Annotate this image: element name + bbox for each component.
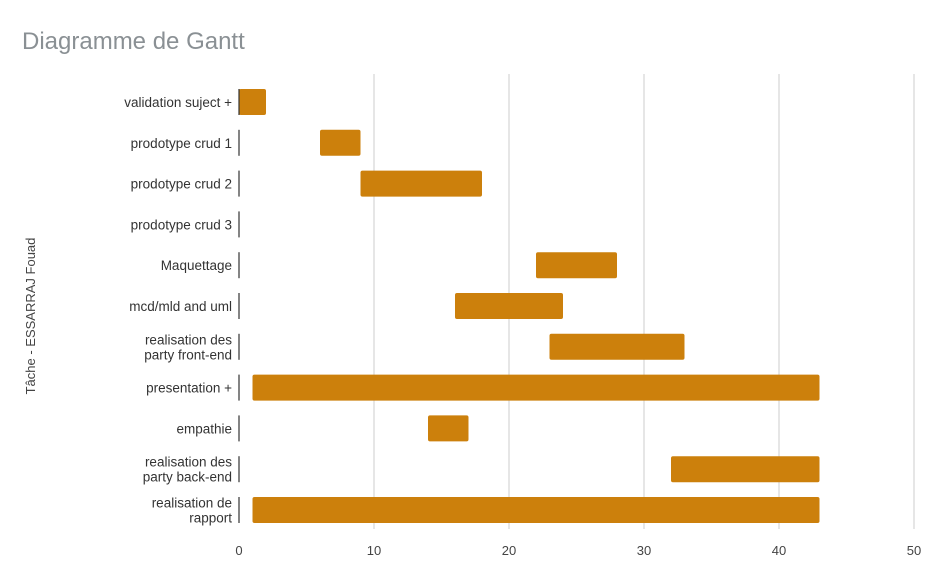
task-label: realisation des party back-end [143, 455, 233, 485]
task-label: prodotype crud 2 [131, 177, 232, 192]
task-bar [252, 497, 820, 523]
x-tick-label: 10 [367, 543, 381, 558]
y-axis-label: Tâche - ESSARRAJ Fouad [23, 238, 38, 395]
x-axis-ticks: 0 10 20 30 40 50 [235, 543, 921, 558]
task-label: prodotype crud 1 [131, 136, 232, 151]
x-tick-label: 50 [907, 543, 921, 558]
task-label: realisation des party front-end [144, 332, 232, 362]
chart-title: Diagramme de Gantt [22, 28, 245, 55]
task-bar [252, 374, 820, 401]
x-tick-label: 40 [772, 543, 786, 558]
x-tick-label: 20 [502, 543, 516, 558]
task-bar [455, 293, 563, 319]
task-label: mcd/mld and uml [129, 299, 232, 314]
task-label: Maquettage [161, 258, 232, 273]
task-bars [239, 89, 820, 523]
task-bar [320, 129, 361, 156]
x-tick-label: 0 [235, 543, 242, 558]
task-bar [239, 89, 266, 115]
gridlines [373, 74, 915, 529]
task-bar [549, 333, 685, 360]
task-label: presentation + [146, 381, 232, 396]
task-labels: validation suject + prodotype crud 1 prodo… [124, 95, 232, 526]
task-bar [536, 252, 617, 279]
task-bar [671, 456, 820, 483]
task-label: prodotype crud 3 [131, 217, 232, 232]
task-bar [428, 415, 469, 442]
x-tick-label: 30 [637, 543, 651, 558]
task-label: realisation de rapport [152, 496, 233, 526]
task-label: validation suject + [124, 95, 232, 110]
task-label: empathie [176, 421, 232, 436]
task-bar [360, 170, 482, 197]
